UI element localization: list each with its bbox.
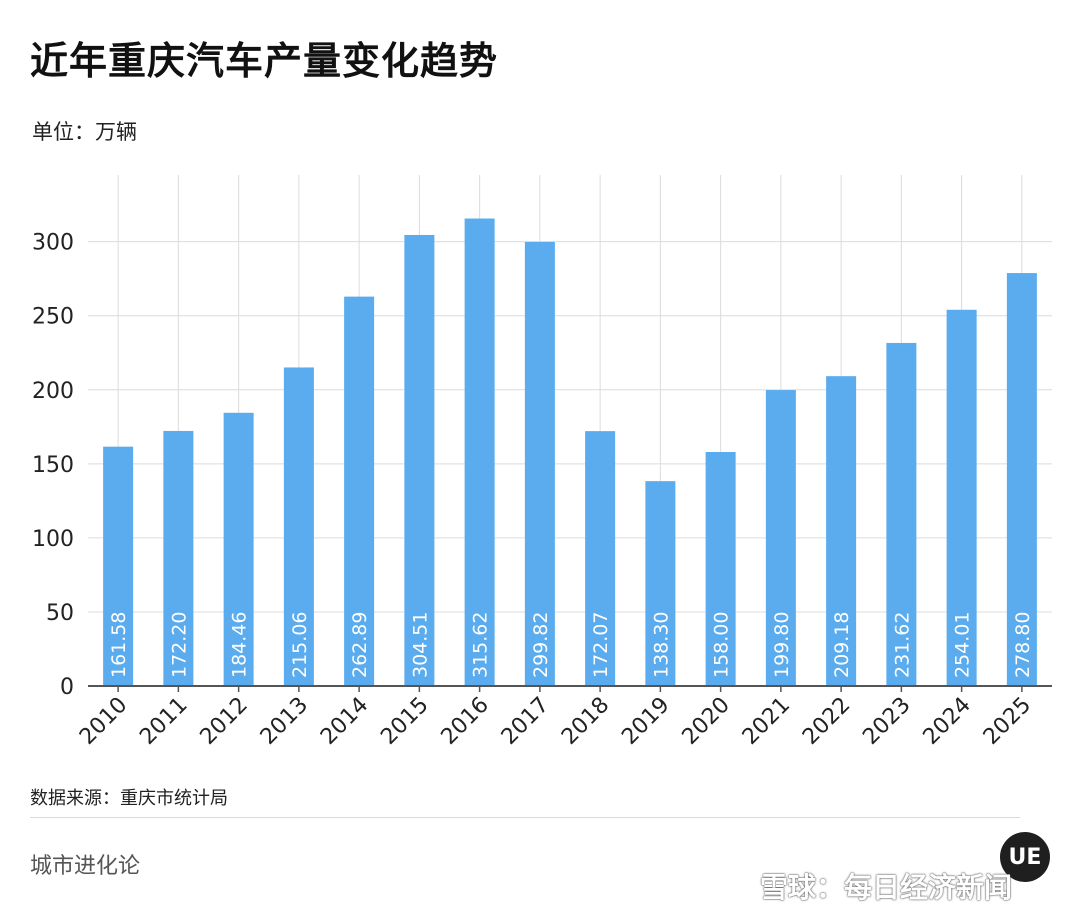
x-tick-label: 2018	[557, 693, 614, 750]
data-source: 数据来源：重庆市统计局	[30, 788, 228, 809]
data-label: 304.51	[409, 612, 431, 678]
brand-name: 城市进化论	[30, 854, 141, 879]
data-label: 161.58	[108, 612, 130, 678]
data-label: 254.01	[952, 612, 974, 678]
platform-watermark: 雪球：每日经济新闻	[760, 871, 1013, 904]
x-tick-label: 2011	[135, 693, 192, 750]
data-label: 172.07	[590, 612, 612, 678]
y-tick-label: 150	[32, 453, 74, 478]
bar	[1006, 273, 1037, 686]
y-tick-label: 50	[46, 601, 74, 626]
x-tick-label: 2016	[437, 693, 494, 750]
chart-title: 近年重庆汽车产量变化趋势	[30, 39, 499, 83]
y-tick-label: 250	[32, 305, 74, 330]
bar	[765, 390, 796, 686]
bar	[223, 412, 254, 686]
bar	[404, 234, 435, 686]
bar	[283, 367, 314, 686]
y-tick-label: 200	[32, 379, 74, 404]
data-label: 184.46	[229, 612, 251, 678]
bar	[946, 309, 977, 686]
bar	[103, 446, 134, 686]
x-tick-label: 2023	[858, 693, 915, 750]
y-tick-label: 0	[60, 675, 74, 700]
x-tick-label: 2013	[256, 693, 313, 750]
data-label: 172.20	[168, 612, 190, 678]
data-label: 215.06	[289, 612, 311, 678]
x-tick-label: 2020	[678, 693, 735, 750]
data-label: 315.62	[470, 612, 492, 678]
bar	[344, 296, 375, 686]
x-tick-label: 2021	[738, 693, 795, 750]
bar	[886, 342, 917, 686]
data-label: 158.00	[711, 612, 733, 678]
x-tick-label: 2024	[919, 693, 976, 750]
x-tick-label: 2022	[798, 693, 855, 750]
bar	[464, 218, 495, 686]
bar	[585, 431, 616, 686]
data-label: 231.62	[891, 612, 913, 678]
x-tick-label: 2017	[497, 693, 554, 750]
divider	[30, 817, 1020, 818]
y-tick-label: 300	[32, 231, 74, 256]
x-tick-label: 2015	[376, 693, 433, 750]
x-tick-label: 2025	[979, 693, 1036, 750]
bar-chart: 0 50 100 150 200 250 300 161.58 172.20 184.46 215.…	[32, 175, 1052, 750]
unit-label: 单位：万辆	[32, 120, 137, 144]
x-tick-label: 2010	[75, 693, 132, 750]
bar	[645, 481, 676, 686]
bar	[826, 376, 857, 686]
x-tick-label: 2014	[316, 693, 373, 750]
brand-logo-icon: UE	[1000, 832, 1050, 882]
x-tick-label: 2012	[196, 693, 253, 750]
x-tick-label: 2019	[617, 693, 674, 750]
y-tick-label: 100	[32, 527, 74, 552]
bar	[705, 451, 736, 686]
data-label: 138.30	[650, 612, 672, 678]
data-label: 209.18	[831, 612, 853, 678]
data-label: 278.80	[1012, 612, 1034, 678]
bar	[163, 430, 194, 686]
data-label: 199.80	[771, 612, 793, 678]
data-label: 262.89	[349, 612, 371, 678]
data-label: 299.82	[530, 612, 552, 678]
bar	[524, 241, 555, 687]
